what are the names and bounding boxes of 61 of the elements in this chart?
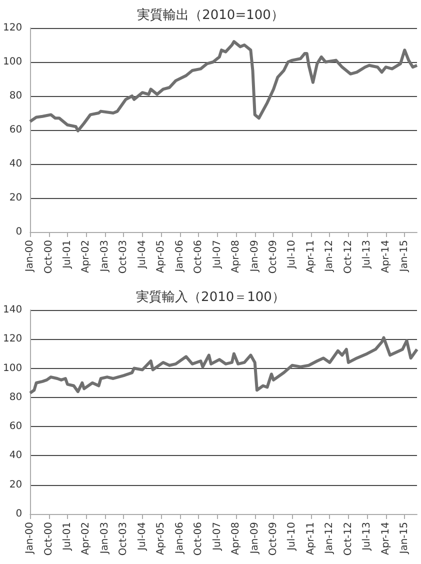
x-tick-label: Jul-13 xyxy=(362,522,373,552)
y-tick-label: 100 xyxy=(2,362,22,374)
x-tick-label: Jan-09 xyxy=(249,522,260,555)
y-tick-label: 80 xyxy=(9,392,22,403)
x-tick-label: Jan-06 xyxy=(174,522,186,555)
y-tick-label: 80 xyxy=(9,90,22,102)
x-tick-label: Apr-05 xyxy=(156,522,167,555)
x-tick-label: Apr-02 xyxy=(80,522,92,555)
x-tick-label: Apr-11 xyxy=(305,522,316,555)
x-tick-label: Oct-03 xyxy=(118,240,130,274)
x-tick-label: Jan-03 xyxy=(100,522,111,555)
y-tick-label: 120 xyxy=(2,334,22,345)
x-tick-label: Jul-07 xyxy=(212,522,223,552)
x-tick-label: Jan-12 xyxy=(324,522,336,555)
y-tick-label: 20 xyxy=(9,479,22,490)
x-tick-label: Oct-09 xyxy=(268,522,280,556)
line-series xyxy=(28,40,418,132)
x-tick-label: Oct-00 xyxy=(43,522,54,556)
y-tick-label: 0 xyxy=(16,226,22,238)
x-tick-label: Jul-04 xyxy=(136,522,148,552)
y-tick-label: 0 xyxy=(16,508,22,520)
y-tick-label: 140 xyxy=(2,304,22,316)
x-tick-label: Oct-06 xyxy=(193,240,204,274)
x-tick-label: Oct-09 xyxy=(268,240,280,274)
y-tick-label: 120 xyxy=(2,22,22,34)
chart-title: 実質輸入（2010＝100） xyxy=(136,289,285,305)
x-tick-label: Apr-11 xyxy=(305,240,316,273)
y-tick-label: 40 xyxy=(9,158,22,170)
y-tick-label: 20 xyxy=(9,192,22,204)
x-tick-label: Jan-12 xyxy=(324,240,336,273)
y-tick-label: 60 xyxy=(9,421,22,432)
x-tick-label: Jul-01 xyxy=(62,240,73,270)
x-tick-label: Apr-05 xyxy=(156,240,167,273)
x-tick-label: Apr-14 xyxy=(380,522,392,555)
x-tick-label: Oct-06 xyxy=(193,522,204,556)
x-tick-label: Jul-13 xyxy=(362,240,373,270)
x-tick-label: Jan-15 xyxy=(399,522,410,555)
x-tick-label: Apr-08 xyxy=(230,240,242,273)
line-series xyxy=(28,336,418,395)
x-tick-label: Oct-12 xyxy=(342,240,354,274)
y-tick-label: 40 xyxy=(9,450,22,462)
chart-title: 実質輸出（2010=100） xyxy=(137,7,284,23)
x-tick-label: Oct-00 xyxy=(43,240,54,274)
x-tick-label: Apr-08 xyxy=(230,522,242,555)
x-tick-label: Jan-06 xyxy=(174,240,186,273)
x-tick-label: Jan-00 xyxy=(24,522,36,555)
x-tick-label: Jul-01 xyxy=(62,522,73,552)
x-tick-label: Jan-09 xyxy=(249,240,260,273)
x-tick-label: Apr-02 xyxy=(80,240,92,273)
x-tick-label: Oct-03 xyxy=(118,522,130,556)
x-tick-label: Jan-03 xyxy=(100,240,111,273)
x-tick-label: Oct-12 xyxy=(342,522,354,556)
x-tick-label: Apr-14 xyxy=(380,240,392,273)
x-tick-label: Jul-04 xyxy=(136,240,148,270)
x-tick-label: Jul-07 xyxy=(212,240,223,270)
y-tick-label: 60 xyxy=(9,124,22,136)
x-tick-label: Jan-00 xyxy=(24,240,36,273)
x-tick-label: Jul-10 xyxy=(286,240,298,270)
y-tick-label: 100 xyxy=(2,56,22,68)
x-tick-label: Jul-10 xyxy=(286,522,298,552)
x-tick-label: Jan-15 xyxy=(399,240,410,273)
